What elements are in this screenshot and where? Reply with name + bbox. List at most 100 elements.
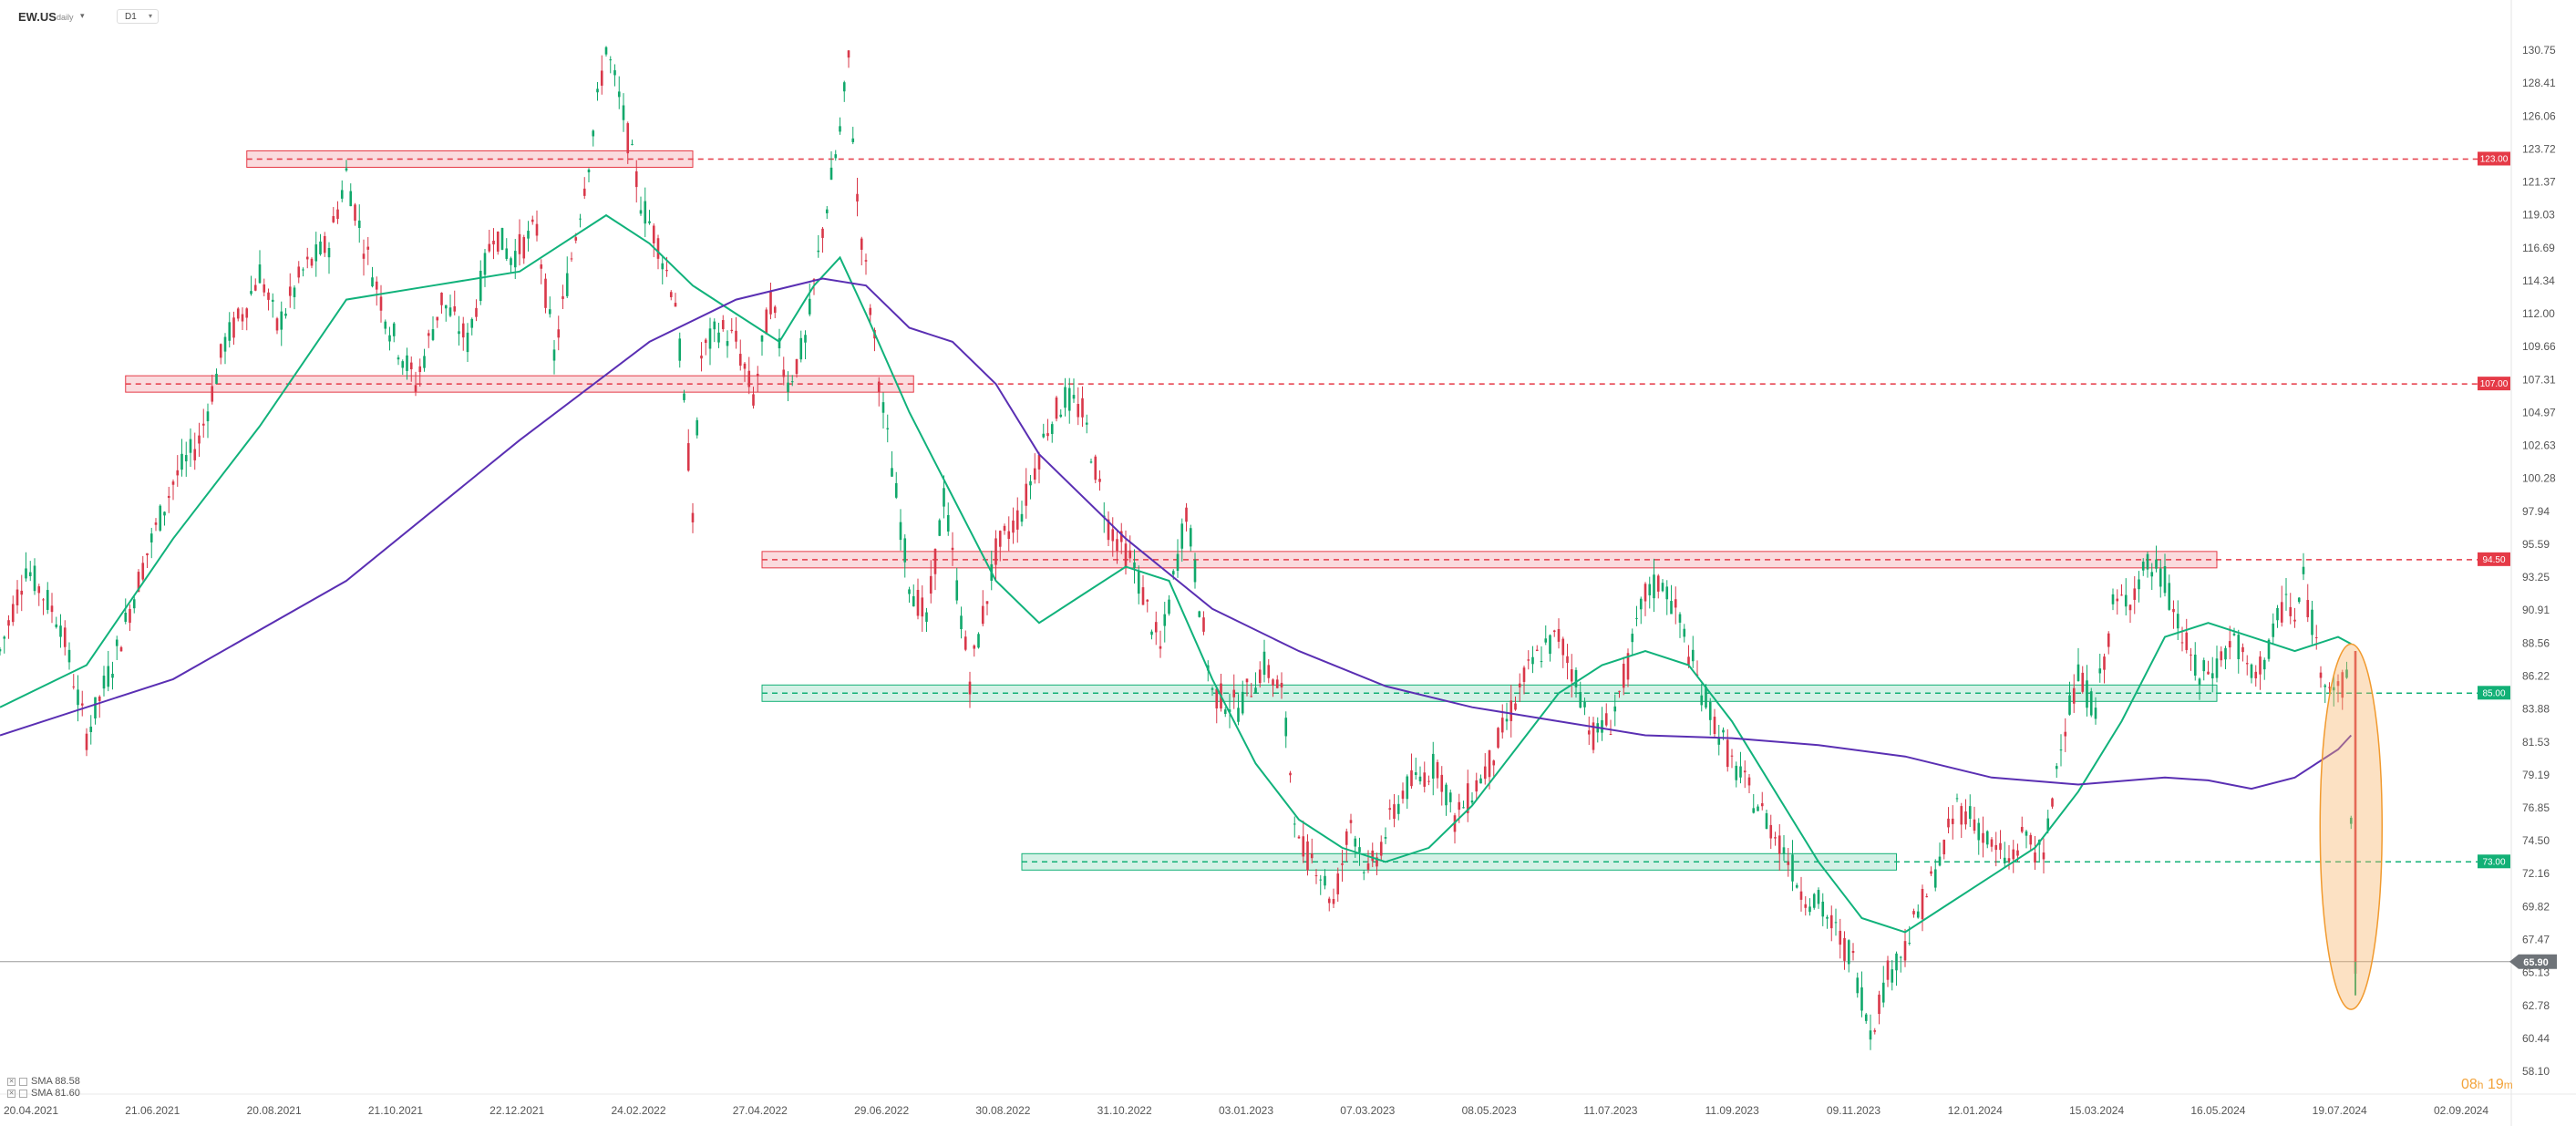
timeframe-value: D1 [125,12,137,22]
candle-body [1687,656,1690,666]
candle-body [1544,638,1548,643]
candle-body [1497,728,1499,749]
candle-body [336,209,339,220]
candle-body [2276,607,2279,621]
x-tick-label: 29.06.2022 [854,1104,909,1117]
settings-icon[interactable] [19,1090,27,1098]
candle-body [357,220,361,228]
candle-body [769,290,772,315]
candle-body [440,293,443,305]
candle-body [1787,862,1790,865]
candle-body [1341,863,1344,865]
candle-body [2306,600,2310,617]
candle-body [1916,911,1920,918]
candle-body [1670,601,1673,615]
candle-body [1799,891,1803,900]
candle-body [1245,678,1249,683]
candle-body [903,538,907,563]
candle-body [1267,665,1271,678]
candle-body [1431,753,1435,779]
candle-body [1146,599,1149,602]
candle-body [154,522,158,525]
candle-body [470,318,474,328]
candle-body [661,263,665,270]
candle-body [1470,801,1474,803]
candle-body [1821,901,1825,917]
candle-body [713,321,716,330]
level-badge [2478,686,2510,700]
y-tick-label: 74.50 [2522,834,2550,847]
candle-body [1626,653,1630,680]
candle-body [1881,982,1885,1003]
countdown-hours: 08 [2461,1077,2478,1092]
candle-body [1990,839,1994,847]
candle-body [1492,760,1496,766]
settings-icon[interactable] [19,1078,27,1086]
candle-body [812,279,816,281]
chevron-down-icon[interactable]: ▾ [80,11,85,20]
candle-body [163,511,166,516]
candle-body [1886,960,1890,980]
legend-item[interactable]: ✕ SMA 81.60 [7,1088,80,1100]
candle-body [552,349,556,361]
candle-body [423,356,426,368]
legend-item[interactable]: ✕ SMA 88.58 [7,1076,80,1088]
candle-body [388,335,391,342]
remove-icon[interactable]: ✕ [7,1078,15,1086]
candle-body [1500,718,1504,733]
candle-body [275,318,279,331]
candle-body [678,338,682,361]
x-tick-label: 20.04.2021 [4,1104,58,1117]
remove-icon[interactable]: ✕ [7,1090,15,1098]
candle-body [189,439,192,453]
candle-body [1401,790,1405,800]
candle-body [1895,953,1898,971]
candle-body [2051,798,2054,807]
candle-body [2262,659,2266,670]
candle-body [236,308,240,319]
candle-body [1272,679,1274,686]
candle-body [1111,529,1115,542]
level-badge [2478,854,2510,869]
candle-body [1059,414,1063,418]
candle-body [2111,594,2115,604]
candle-body [708,328,712,349]
level-lines [0,158,2511,963]
candle-body [3,636,6,639]
candle-body [1665,586,1669,600]
candle-body [2172,608,2175,613]
candle-body [1951,818,1954,824]
candle-body [787,382,789,392]
candle-body [1020,513,1024,522]
instrument-symbol[interactable]: EW.US [18,10,57,24]
candle-body [674,303,677,307]
candle-body [1098,479,1101,482]
y-tick-label: 58.10 [2522,1065,2550,1078]
candle-body [1154,622,1158,633]
candle-body [1557,628,1561,642]
candle-body [1847,940,1850,965]
candle-body [1189,528,1192,547]
candle-body [2141,562,2145,571]
candle-body [1549,635,1551,655]
candle-body [1878,994,1880,1015]
candle-body [1159,646,1162,649]
candle-body [704,339,707,344]
candle-body [427,333,430,336]
candle-body [1631,634,1634,643]
candle-body [245,308,249,318]
candle-body [1046,433,1049,437]
candle-body [760,335,764,342]
timeframe-select[interactable]: D1 ▾ [117,9,159,24]
candle-body [1037,454,1041,470]
candle-body [483,253,487,275]
y-tick-label: 119.03 [2522,209,2555,222]
candle-body [1215,688,1219,709]
candle-body [522,237,526,259]
candle-body [119,646,123,652]
candle-body [877,381,881,392]
candle-body [2198,678,2201,685]
candle-body [825,209,829,213]
